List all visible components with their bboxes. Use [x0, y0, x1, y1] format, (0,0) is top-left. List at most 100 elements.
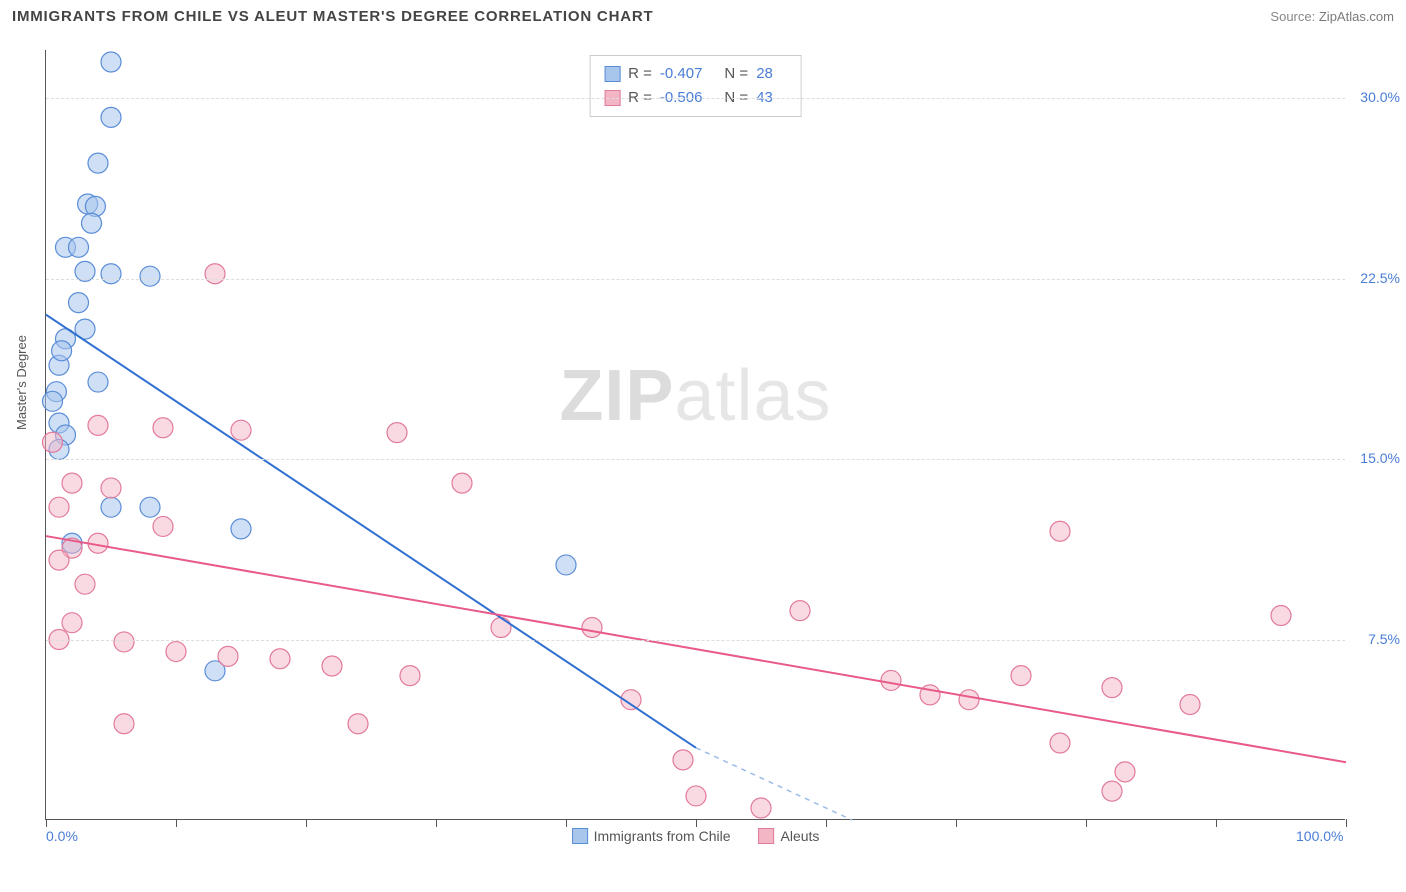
n-value-chile: 28 — [756, 62, 773, 86]
scatter-point-aleuts — [114, 714, 134, 734]
scatter-point-aleuts — [673, 750, 693, 770]
y-tick-label: 22.5% — [1360, 270, 1400, 286]
scatter-point-aleuts — [75, 574, 95, 594]
scatter-point-aleuts — [400, 666, 420, 686]
scatter-point-aleuts — [881, 670, 901, 690]
x-tick — [436, 819, 437, 827]
scatter-point-aleuts — [166, 642, 186, 662]
scatter-point-aleuts — [322, 656, 342, 676]
scatter-point-aleuts — [1271, 605, 1291, 625]
scatter-point-aleuts — [1050, 733, 1070, 753]
scatter-point-aleuts — [62, 473, 82, 493]
x-tick — [1216, 819, 1217, 827]
r-value-chile: -0.407 — [660, 62, 703, 86]
gridline — [46, 98, 1345, 99]
scatter-point-aleuts — [491, 618, 511, 638]
scatter-point-chile — [52, 341, 72, 361]
scatter-point-aleuts — [452, 473, 472, 493]
scatter-point-aleuts — [1102, 781, 1122, 801]
swatch-chile — [572, 828, 588, 844]
scatter-point-aleuts — [959, 690, 979, 710]
scatter-point-aleuts — [153, 418, 173, 438]
scatter-point-aleuts — [114, 632, 134, 652]
legend-item-chile: Immigrants from Chile — [572, 828, 731, 844]
scatter-point-chile — [43, 391, 63, 411]
scatter-point-chile — [101, 52, 121, 72]
scatter-point-aleuts — [62, 613, 82, 633]
bottom-legend: Immigrants from Chile Aleuts — [572, 828, 820, 844]
source-link[interactable]: ZipAtlas.com — [1319, 9, 1394, 24]
scatter-svg — [46, 50, 1345, 819]
source-attribution: Source: ZipAtlas.com — [1270, 9, 1394, 24]
chart-container: IMMIGRANTS FROM CHILE VS ALEUT MASTER'S … — [0, 0, 1406, 892]
scatter-point-aleuts — [270, 649, 290, 669]
scatter-point-aleuts — [348, 714, 368, 734]
y-tick-label: 15.0% — [1360, 450, 1400, 466]
header: IMMIGRANTS FROM CHILE VS ALEUT MASTER'S … — [12, 8, 1394, 25]
swatch-aleuts — [759, 828, 775, 844]
x-tick — [956, 819, 957, 827]
y-axis-label: Master's Degree — [14, 335, 29, 430]
stats-row-chile: R = -0.407 N = 28 — [604, 62, 787, 86]
scatter-point-aleuts — [153, 516, 173, 536]
swatch-chile — [604, 66, 620, 82]
scatter-point-aleuts — [686, 786, 706, 806]
scatter-point-chile — [69, 293, 89, 313]
scatter-point-chile — [101, 497, 121, 517]
regression-dash-chile — [696, 748, 852, 820]
scatter-point-aleuts — [49, 497, 69, 517]
scatter-point-aleuts — [1011, 666, 1031, 686]
x-tick — [566, 819, 567, 827]
legend-item-aleuts: Aleuts — [759, 828, 820, 844]
scatter-point-aleuts — [43, 432, 63, 452]
gridline — [46, 459, 1345, 460]
plot-area: ZIPatlas R = -0.407 N = 28 R = -0.506 N … — [45, 50, 1345, 820]
scatter-point-chile — [82, 213, 102, 233]
gridline — [46, 640, 1345, 641]
scatter-point-chile — [556, 555, 576, 575]
x-tick — [1086, 819, 1087, 827]
x-tick — [1346, 819, 1347, 827]
r-label: R = — [628, 62, 652, 86]
scatter-point-aleuts — [1180, 695, 1200, 715]
scatter-point-chile — [231, 519, 251, 539]
x-tick-label: 0.0% — [46, 828, 78, 844]
scatter-point-aleuts — [751, 798, 771, 818]
scatter-point-aleuts — [387, 423, 407, 443]
scatter-point-aleuts — [49, 550, 69, 570]
scatter-point-aleuts — [1115, 762, 1135, 782]
legend-label-chile: Immigrants from Chile — [594, 828, 731, 844]
scatter-point-aleuts — [218, 646, 238, 666]
source-label: Source: — [1270, 9, 1315, 24]
regression-line-aleuts — [46, 536, 1346, 762]
x-tick — [826, 819, 827, 827]
scatter-point-chile — [140, 266, 160, 286]
scatter-point-aleuts — [205, 264, 225, 284]
scatter-point-aleuts — [1050, 521, 1070, 541]
y-tick-label: 30.0% — [1360, 89, 1400, 105]
n-label: N = — [724, 62, 748, 86]
x-tick — [306, 819, 307, 827]
scatter-point-chile — [88, 372, 108, 392]
x-tick — [176, 819, 177, 827]
scatter-point-aleuts — [101, 478, 121, 498]
scatter-point-chile — [101, 264, 121, 284]
x-tick-label: 100.0% — [1296, 828, 1343, 844]
regression-line-chile — [46, 315, 696, 748]
scatter-point-aleuts — [88, 415, 108, 435]
scatter-point-chile — [69, 237, 89, 257]
scatter-point-aleuts — [1102, 678, 1122, 698]
legend-label-aleuts: Aleuts — [781, 828, 820, 844]
scatter-point-aleuts — [231, 420, 251, 440]
stats-legend: R = -0.407 N = 28 R = -0.506 N = 43 — [589, 55, 802, 117]
y-tick-label: 7.5% — [1368, 631, 1400, 647]
scatter-point-chile — [140, 497, 160, 517]
chart-title: IMMIGRANTS FROM CHILE VS ALEUT MASTER'S … — [12, 8, 653, 25]
x-tick — [696, 819, 697, 827]
x-tick — [46, 819, 47, 827]
gridline — [46, 279, 1345, 280]
scatter-point-aleuts — [582, 618, 602, 638]
scatter-point-chile — [101, 107, 121, 127]
scatter-point-aleuts — [790, 601, 810, 621]
scatter-point-chile — [88, 153, 108, 173]
